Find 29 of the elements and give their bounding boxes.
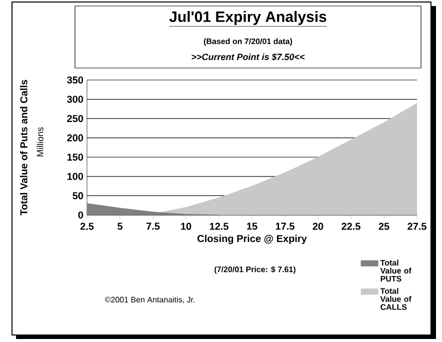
x-tick-label: 2.5 <box>80 222 94 230</box>
text: (7/20/01 Price: $ 7.61) <box>214 266 296 274</box>
x-tick-label: 5 <box>118 222 123 230</box>
x-tick-label: 17.5 <box>276 222 294 230</box>
y-tick-label: 50 <box>72 192 84 200</box>
x-tick-label: 22.5 <box>342 222 360 230</box>
chart-subtitle: (Based on 7/20/01 data) <box>204 38 292 46</box>
legend-label: Total Value of CALLS <box>380 288 412 310</box>
x-tick-label: 10 <box>181 222 192 230</box>
text: >>Current Point is $7.50<< <box>192 53 305 61</box>
y-axis-title: Total Value of Puts and Calls <box>20 80 28 216</box>
y-tick-label: 200 <box>67 134 84 142</box>
text: Millions <box>36 127 44 156</box>
x-tick-label: 20 <box>312 222 324 230</box>
x-tick-label: 15 <box>247 222 258 230</box>
y-tick-label: 350 <box>67 76 84 84</box>
text: ©2001 Ben Antanaitis, Jr. <box>104 296 194 304</box>
legend-label: Total Value of PUTS <box>380 260 412 282</box>
x-tick-label: 12.5 <box>210 222 228 230</box>
y-tick-label: 150 <box>67 154 84 161</box>
x-axis-title: Closing Price @ Expiry <box>198 234 307 244</box>
chart-title: Jul'01 Expiry Analysis <box>169 11 326 25</box>
x-tick-label: 7.5 <box>146 222 160 230</box>
x-tick-label: 27.5 <box>408 222 426 230</box>
y-tick-label: 300 <box>67 96 84 103</box>
x-tick-label: 25 <box>378 222 390 230</box>
y-tick-label: 0 <box>78 211 84 219</box>
y-tick-label: 100 <box>67 172 84 180</box>
y-tick-label: 250 <box>67 115 84 122</box>
